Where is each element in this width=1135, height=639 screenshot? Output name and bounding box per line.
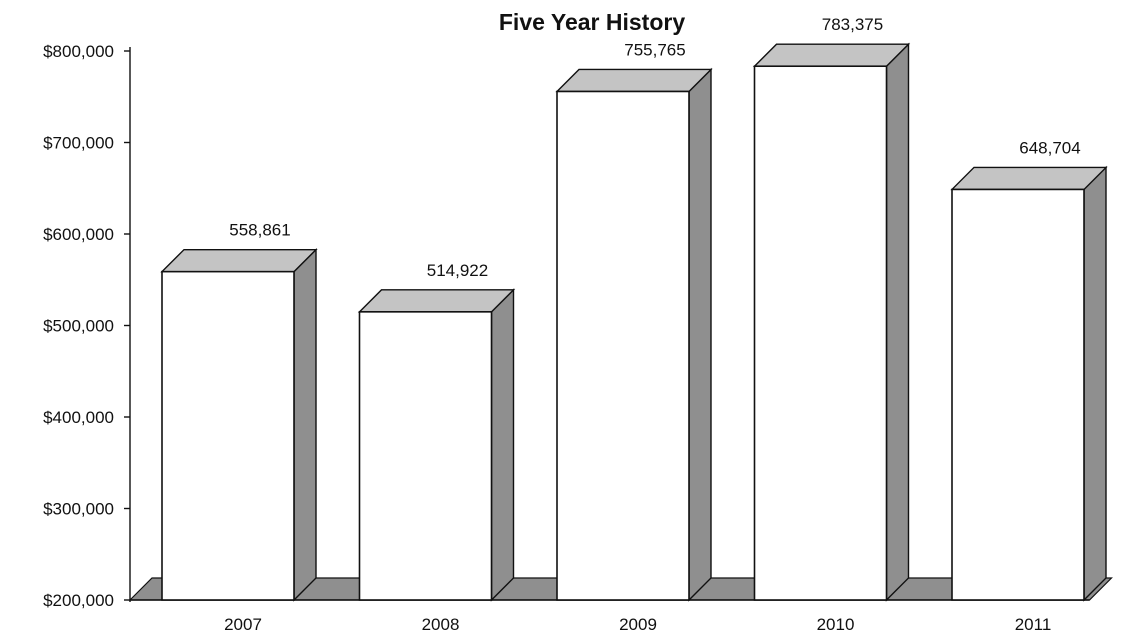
bar-2008 [357,288,516,602]
bar-front [358,311,493,601]
y-tick-label: $500,000 [43,317,114,336]
bar-top [357,289,516,313]
bar-side [490,288,515,602]
bar-top [160,248,318,273]
x-tick-label: 2008 [422,615,460,634]
bar-2010 [752,42,911,602]
y-tick-label: $800,000 [43,42,114,61]
bar-side [1083,165,1107,602]
bar-2011 [950,165,1108,602]
data-label: 514,922 [427,261,488,280]
y-tick-label: $700,000 [43,134,114,153]
labels: 558,861 2007 514,922 2008 755,765 2009 783,375… [224,15,1081,634]
y-tick-label: $300,000 [43,500,114,519]
bar-front [161,270,295,601]
bar-front [951,188,1085,601]
data-label: 783,375 [822,15,883,34]
x-tick-label: 2009 [619,615,657,634]
x-tick-label: 2010 [817,615,855,634]
data-label: 558,861 [229,221,290,240]
y-tick-label: $400,000 [43,408,114,427]
chart-title: Five Year History [499,9,685,35]
bar-2009 [555,67,713,602]
data-label: 755,765 [624,40,685,59]
bar-2007 [160,247,318,602]
x-tick-label: 2011 [1015,615,1052,634]
bar-front [753,65,888,601]
bar-front [556,90,690,601]
y-tick-label: $600,000 [43,225,114,244]
bars [160,42,1108,602]
bar-top [555,68,713,93]
bar-side [293,247,317,602]
y-tick-label: $200,000 [43,591,114,610]
x-tick-label: 2007 [224,615,262,634]
bar-top [950,166,1108,191]
bar-side [885,42,910,602]
y-axis: $200,000 $300,000 $400,000 $500,000 $600,000… [43,42,1090,610]
data-label: 648,704 [1019,138,1080,157]
bar-side [688,67,712,602]
bar-top [752,43,911,67]
